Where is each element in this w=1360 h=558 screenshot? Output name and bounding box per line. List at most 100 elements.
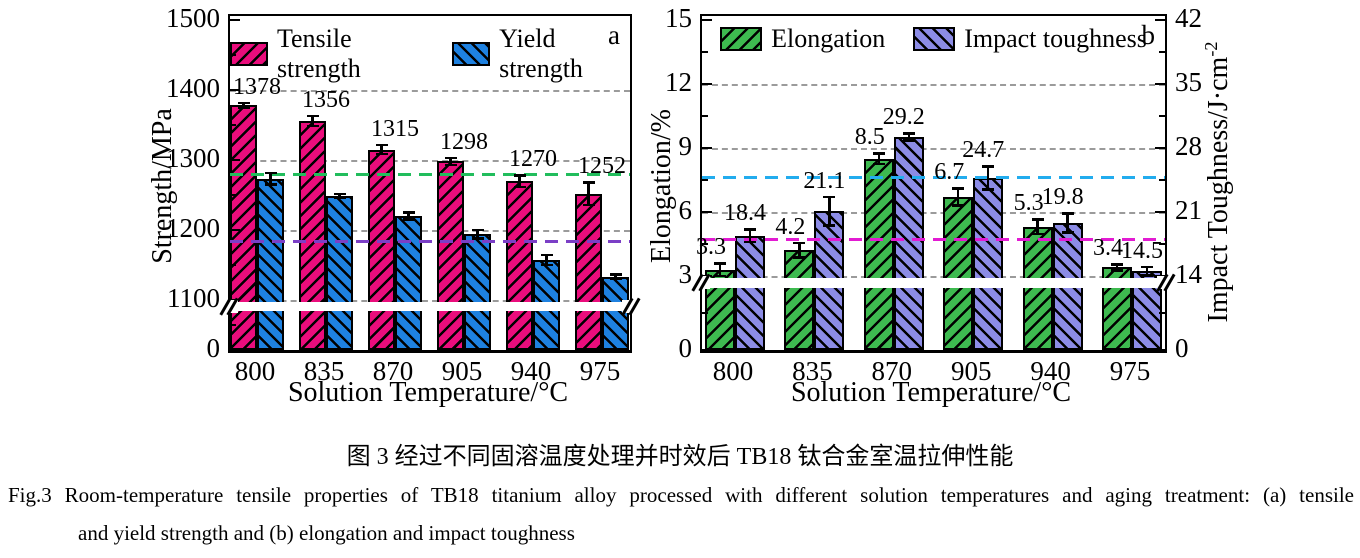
error-bar-cap	[1111, 269, 1123, 272]
tensile-strength-bar	[506, 181, 533, 350]
error-bar	[518, 174, 521, 188]
error-bar-cap	[333, 196, 346, 199]
error-bar	[956, 187, 960, 207]
error-bar-cap	[1061, 212, 1074, 215]
panel-label-a: a	[608, 20, 620, 50]
axis-tick	[230, 228, 240, 232]
error-bar-cap	[375, 152, 388, 156]
y-tick-label-12: 12	[665, 67, 692, 97]
error-bar	[1036, 218, 1039, 236]
axis-tick	[702, 82, 712, 86]
legend-item-elongation: Elongation	[720, 24, 885, 54]
value-label: 1315	[371, 115, 419, 142]
value-label: 3.4	[1093, 235, 1123, 262]
impact-toughness-bar	[735, 235, 765, 350]
y-tick-label-15: 15	[665, 3, 692, 33]
chart-b-plot-area: Elongation Impact toughness b 3.3 4.2 8.5 6…	[691, 14, 1176, 353]
error-bar	[718, 262, 722, 278]
axis-tick	[702, 18, 712, 22]
axis-tick	[230, 88, 240, 92]
error-bar	[1115, 263, 1119, 272]
error-bar-cap	[402, 211, 415, 214]
value-label: 1252	[578, 153, 626, 179]
error-bar-cap	[540, 263, 553, 267]
value-label: 6.7	[934, 159, 965, 186]
axis-tick	[230, 158, 240, 162]
error-bar-cap	[982, 165, 995, 168]
axis-tick	[702, 50, 708, 54]
error-bar-cap	[582, 203, 595, 207]
axis-tick	[230, 323, 236, 327]
value-label: 24.7	[962, 137, 1005, 164]
y-tick-label-14: 14	[1175, 259, 1202, 289]
gridline-12	[702, 84, 1165, 86]
x-axis-label-b: Solution Temperature/°C	[790, 377, 1072, 408]
error-bar-cap	[375, 143, 388, 147]
error-bar	[380, 143, 383, 156]
value-label: 4.2	[775, 213, 806, 240]
error-bar-cap	[902, 139, 915, 142]
y-tick-label-1200: 1200	[166, 213, 220, 243]
y-tick-label-35: 35	[1175, 67, 1202, 97]
error-bar	[907, 132, 911, 142]
gridline-9	[702, 148, 1165, 150]
error-bar-cap	[306, 124, 319, 128]
tensile-strength-bar	[575, 193, 602, 350]
error-bar-cap	[1031, 232, 1044, 236]
tensile-strength-bar	[299, 120, 326, 350]
error-bar-cap	[714, 262, 726, 265]
tensile-strength-bar	[230, 105, 257, 350]
axis-break-marker	[1156, 273, 1176, 292]
error-bar-cap	[609, 277, 622, 281]
reference-line	[702, 175, 1165, 179]
tensile-strength-legend-label: Tensile strength	[276, 24, 361, 83]
value-label: 1270	[509, 146, 557, 172]
error-bar-cap	[513, 174, 526, 177]
error-bar	[587, 181, 590, 207]
value-label: 18.4	[724, 200, 766, 227]
value-label: 14.5	[1121, 237, 1163, 264]
yield-strength-legend-label: Yield strength	[499, 24, 583, 83]
gridline-1100	[230, 300, 630, 302]
y-tick-label-1500: 1500	[166, 3, 220, 33]
x-tick-label-870: 870	[372, 356, 414, 386]
axis-tick	[1159, 50, 1165, 54]
gridline-1300	[230, 160, 630, 162]
yield-strength-bar	[326, 195, 353, 350]
y-tick-label-21: 21	[1175, 195, 1202, 225]
value-label: 19.8	[1041, 184, 1084, 210]
x-tick-label-905: 905	[441, 356, 483, 386]
y-tick-label-28: 28	[1175, 131, 1202, 161]
axis-tick	[230, 53, 236, 57]
error-bar	[338, 192, 341, 199]
yield-strength-swatch	[452, 42, 491, 66]
error-bar-cap	[333, 192, 346, 196]
x-tick-label-905: 905	[950, 356, 992, 386]
error-bar	[986, 165, 990, 191]
y-tick-label-6: 6	[678, 195, 693, 225]
error-bar-cap	[471, 237, 484, 240]
error-bar-cap	[582, 181, 595, 184]
error-bar-cap	[306, 114, 319, 117]
error-bar-cap	[513, 185, 526, 188]
axis-tick	[230, 18, 240, 22]
error-bar	[407, 211, 410, 221]
x-tick-label-940: 940	[510, 356, 552, 386]
elongation-bar	[784, 250, 815, 350]
error-bar-cap	[714, 274, 726, 278]
error-bar	[476, 228, 479, 240]
error-bar	[1066, 212, 1069, 234]
axis-break-marker	[691, 273, 710, 292]
axis-tick	[702, 178, 708, 182]
axis-tick	[702, 146, 712, 150]
axis-tick	[702, 210, 712, 214]
error-bar-cap	[1111, 263, 1123, 266]
chart-b-legend: Elongation Impact toughness	[702, 24, 1165, 54]
error-bar-cap	[471, 228, 484, 232]
axis-tick	[702, 114, 708, 118]
error-bar-cap	[793, 241, 806, 245]
tensile-strength-bar	[368, 149, 395, 350]
value-label: 1298	[440, 128, 488, 155]
legend-item-tensile-strength: Tensile strength	[230, 24, 424, 84]
x-tick-label-940: 940	[1030, 356, 1071, 386]
